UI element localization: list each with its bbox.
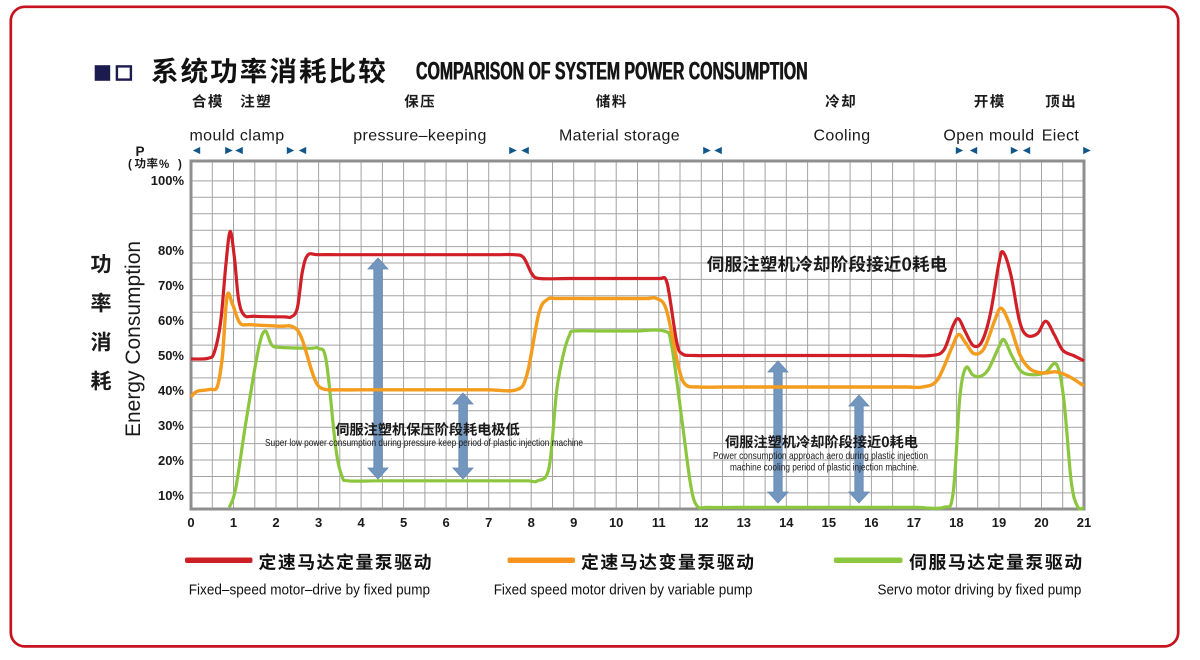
svg-text:16: 16 bbox=[864, 515, 878, 530]
svg-text:10: 10 bbox=[609, 515, 623, 530]
svg-text:Fixed–speed motor–drive by fix: Fixed–speed motor–drive by fixed pump bbox=[189, 582, 430, 599]
svg-text:60%: 60% bbox=[158, 313, 184, 328]
svg-text:Fixed speed motor driven by va: Fixed speed motor driven by variable pum… bbox=[494, 582, 753, 599]
svg-text:6: 6 bbox=[442, 515, 449, 530]
svg-text:21: 21 bbox=[1077, 515, 1091, 530]
svg-text:20%: 20% bbox=[158, 453, 184, 468]
svg-text:18: 18 bbox=[949, 515, 963, 530]
svg-text:Eiect: Eiect bbox=[1042, 128, 1080, 145]
svg-text:(: ( bbox=[128, 159, 132, 171]
svg-text:8: 8 bbox=[528, 515, 535, 530]
svg-text:11: 11 bbox=[652, 515, 666, 530]
svg-text:14: 14 bbox=[779, 515, 794, 530]
svg-text:13: 13 bbox=[737, 515, 751, 530]
svg-text:pressure–keeping: pressure–keeping bbox=[353, 128, 487, 145]
svg-text:Cooling: Cooling bbox=[813, 128, 870, 145]
svg-text:machine cooling period of plas: machine cooling period of plastic inject… bbox=[730, 462, 919, 474]
svg-text:12: 12 bbox=[694, 515, 708, 530]
svg-text:4: 4 bbox=[357, 515, 365, 530]
svg-text:Super low power consumption du: Super low power consumption during press… bbox=[265, 437, 583, 449]
svg-text:50%: 50% bbox=[158, 348, 184, 363]
svg-text:17: 17 bbox=[907, 515, 921, 530]
svg-text:1: 1 bbox=[230, 515, 237, 530]
svg-text:Servo motor driving by fixed p: Servo motor driving by fixed pump bbox=[878, 582, 1082, 599]
svg-text:9: 9 bbox=[570, 515, 577, 530]
svg-text:%: % bbox=[159, 159, 169, 171]
svg-text:70%: 70% bbox=[158, 278, 184, 293]
svg-text:COMPARISON OF SYSTEM POWER CON: COMPARISON OF SYSTEM POWER CONSUMPTION bbox=[416, 57, 808, 85]
svg-text:5: 5 bbox=[400, 515, 407, 530]
svg-text:Open mould: Open mould bbox=[943, 128, 1034, 145]
svg-text:Energy Consumption: Energy Consumption bbox=[122, 241, 145, 437]
svg-text:30%: 30% bbox=[158, 418, 184, 433]
svg-text:COMPARISON OF SYSTEM POWER CON: COMPARISON OF SYSTEM POWER CONSUMPTION bbox=[416, 57, 808, 85]
svg-text:): ) bbox=[178, 159, 182, 171]
svg-text:15: 15 bbox=[822, 515, 836, 530]
svg-text:2: 2 bbox=[272, 515, 279, 530]
svg-text:P: P bbox=[135, 144, 144, 159]
svg-text:19: 19 bbox=[992, 515, 1006, 530]
svg-text:0: 0 bbox=[187, 515, 194, 530]
svg-text:10%: 10% bbox=[158, 488, 184, 503]
svg-text:7: 7 bbox=[485, 515, 492, 530]
svg-text:100%: 100% bbox=[151, 173, 185, 188]
svg-text:Material storage: Material storage bbox=[559, 128, 680, 145]
svg-text:40%: 40% bbox=[158, 383, 184, 398]
svg-text:mould clamp: mould clamp bbox=[189, 128, 284, 145]
svg-text:80%: 80% bbox=[158, 243, 184, 258]
svg-text:3: 3 bbox=[315, 515, 322, 530]
svg-text:20: 20 bbox=[1034, 515, 1048, 530]
svg-text:Power consumption approach aer: Power consumption approach aero during p… bbox=[713, 450, 928, 462]
